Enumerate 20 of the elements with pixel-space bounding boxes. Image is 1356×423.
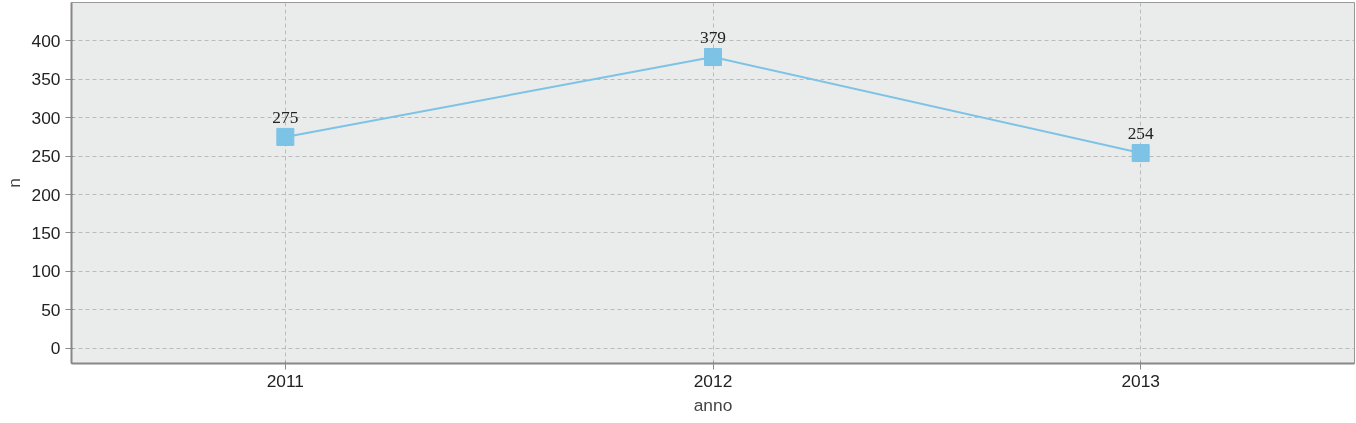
y-tick-label: 0 [50, 338, 61, 359]
point [276, 127, 295, 146]
y-tick-label: 400 [31, 30, 61, 51]
y-tick-label: 300 [31, 107, 61, 128]
x-tick-label: 2011 [266, 370, 304, 391]
data-label: 379 [700, 28, 726, 48]
x-axis-title: anno [693, 394, 733, 415]
data-label: 275 [272, 107, 299, 127]
point [704, 48, 722, 67]
y-tick-label: 200 [31, 184, 61, 205]
x-tick-label: 2012 [693, 370, 733, 391]
y-tick-label: 350 [31, 69, 61, 90]
y-tick-label: 150 [31, 222, 61, 243]
y-axis-title: n [3, 178, 24, 188]
y-tick-label: 100 [31, 261, 61, 282]
y-tick-label: 50 [41, 299, 61, 320]
y-tick-label: 250 [31, 146, 61, 167]
x-tick-label: 2013 [1121, 370, 1160, 391]
point [1131, 144, 1150, 163]
data-label: 254 [1127, 124, 1154, 144]
